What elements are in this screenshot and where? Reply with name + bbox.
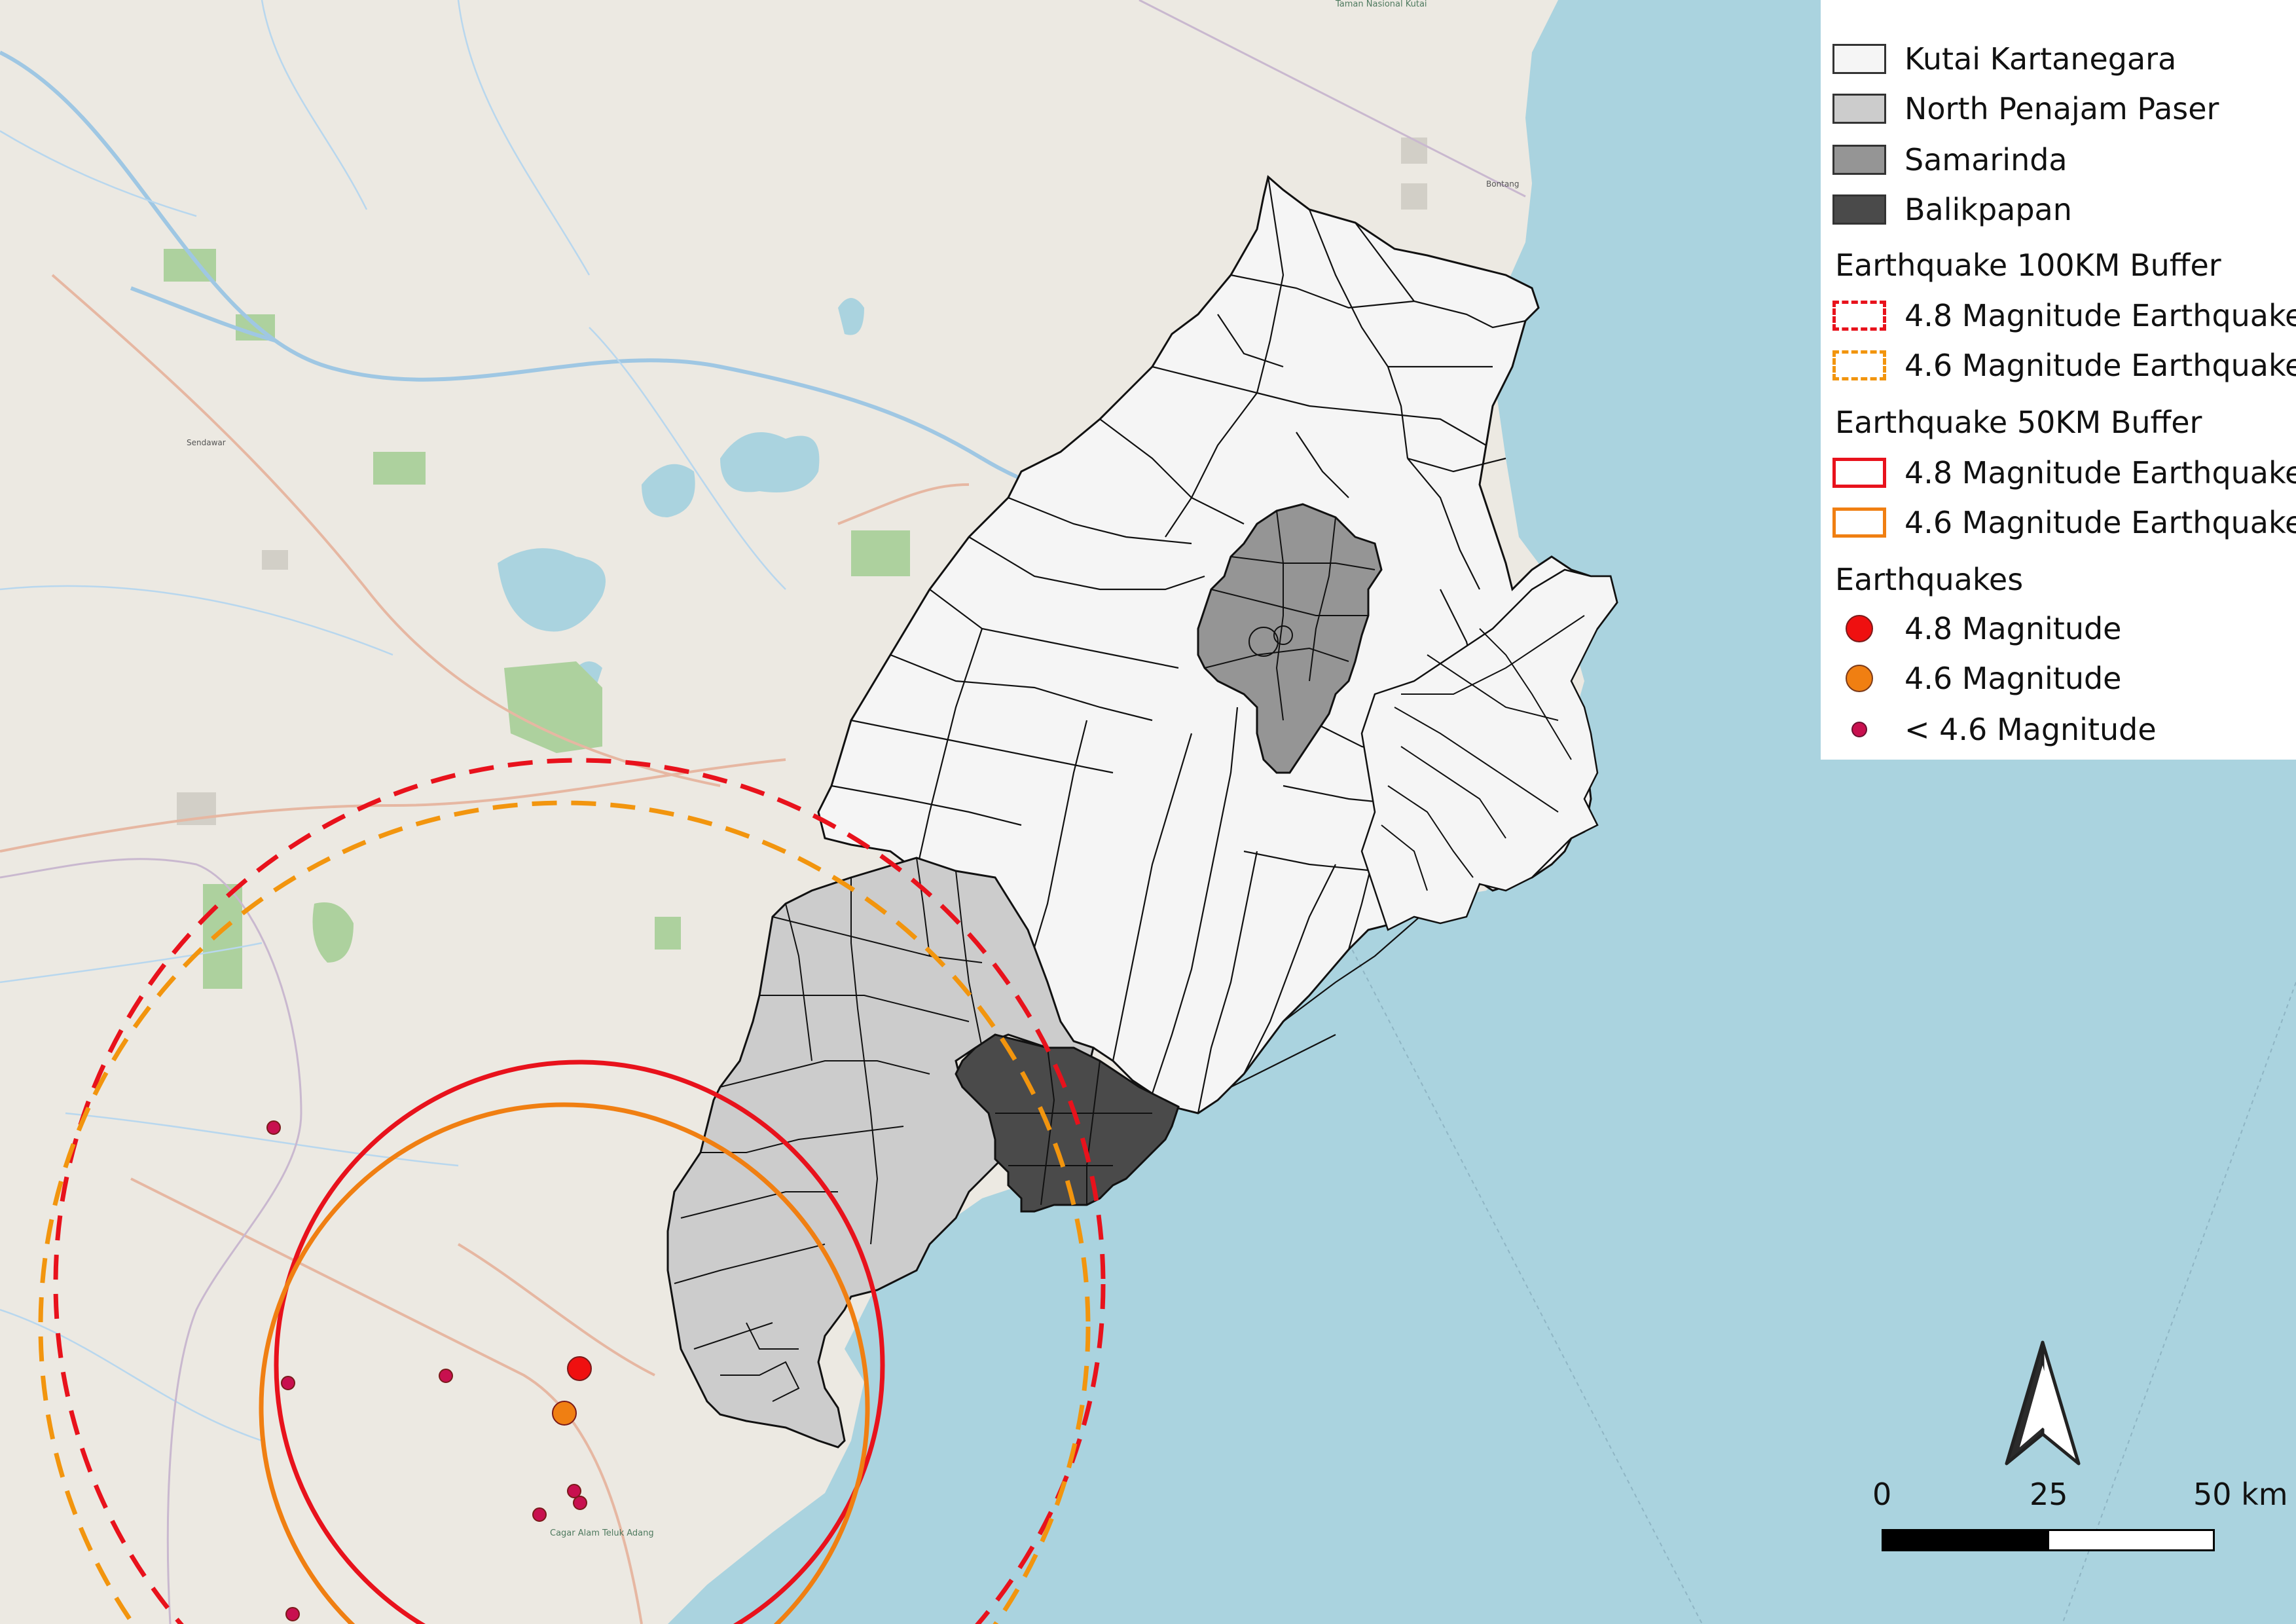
- scale-label-50: 50 km: [2193, 1477, 2288, 1512]
- legend-label: North Penajam Paser: [1904, 91, 2219, 126]
- earthquake-small: [266, 1120, 281, 1135]
- shipping-lanes: [1348, 942, 2296, 1624]
- earthquake-small: [567, 1484, 581, 1498]
- legend-dot: [1846, 665, 1873, 692]
- delta-channels: [1381, 615, 1585, 891]
- legend-swatch: [1832, 301, 1886, 331]
- legend-dot: [1846, 615, 1873, 642]
- legend-label: 4.6 Magnitude Earthquake: [1904, 348, 2296, 383]
- legend-swatch: [1832, 507, 1886, 538]
- legend-label: Kutai Kartanegara: [1904, 41, 2177, 77]
- legend-label: 4.8 Magnitude Earthquake: [1904, 298, 2296, 333]
- bontang-label: Bontang: [1486, 179, 1519, 189]
- scale-segment-black: [1882, 1529, 2049, 1551]
- legend-label: Balikpapan: [1904, 192, 2072, 227]
- legend-item-balikpapan: Balikpapan: [1832, 190, 2072, 229]
- streams: [0, 0, 786, 1442]
- balikpapan-region[interactable]: [955, 1033, 1180, 1213]
- earthquake-small: [281, 1376, 295, 1390]
- buffer-50km-4-8: [274, 1060, 885, 1624]
- scale-label-0: 0: [1872, 1477, 1892, 1512]
- park-label: Taman Nasional Kutai: [1335, 0, 1427, 9]
- earthquake-4-6: [552, 1401, 577, 1426]
- mahakam-delta: [1360, 568, 1618, 931]
- scale-label-25: 25: [2030, 1477, 2068, 1512]
- legend-item-buffer100-48: 4.8 Magnitude Earthquake: [1832, 296, 2296, 335]
- legend-swatch: [1832, 350, 1886, 380]
- north-penajam-paser-region[interactable]: [666, 857, 1095, 1449]
- legend-label: 4.8 Magnitude: [1904, 611, 2122, 646]
- earthquake-small: [573, 1496, 587, 1510]
- legend-label: 4.6 Magnitude: [1904, 661, 2122, 696]
- legend-item-quake-46: 4.6 Magnitude: [1832, 659, 2121, 698]
- legend-label: 4.6 Magnitude Earthquake: [1904, 505, 2296, 540]
- legend-item-samarinda: Samarinda: [1832, 140, 2068, 179]
- legend-label: Samarinda: [1904, 142, 2068, 177]
- earthquake-small: [439, 1369, 453, 1383]
- legend-item-buffer50-48: 4.8 Magnitude Earthquake: [1832, 453, 2296, 492]
- legend-label: 4.8 Magnitude Earthquake: [1904, 455, 2296, 490]
- legend-item-quake-48: 4.8 Magnitude: [1832, 609, 2121, 648]
- legend-label: < 4.6 Magnitude: [1904, 712, 2157, 747]
- buffer-50km-4-6: [259, 1102, 870, 1624]
- legend-heading-buffer50: Earthquake 50KM Buffer: [1835, 405, 2202, 440]
- basemap-labels: Taman Nasional Kutai Cagar Alam Teluk Ad…: [550, 0, 1427, 1538]
- legend-swatch: [1832, 44, 1886, 74]
- sendawar-label: Sendawar: [187, 438, 226, 447]
- legend-swatch: [1832, 94, 1886, 124]
- penajam-subdistricts: [674, 857, 983, 1402]
- forest-patches: [164, 249, 910, 989]
- teluk-label: Cagar Alam Teluk Adang: [550, 1528, 654, 1538]
- buffer-100km-4-8: [53, 758, 1106, 1624]
- legend-item-quake-small: < 4.6 Magnitude: [1832, 710, 2157, 749]
- legend-heading-buffer100: Earthquake 100KM Buffer: [1835, 248, 2221, 283]
- admin-boundaries: [0, 0, 1526, 1624]
- legend-swatch: [1832, 458, 1886, 488]
- legend-item-buffer50-46: 4.6 Magnitude Earthquake: [1832, 503, 2296, 542]
- earthquake-small: [532, 1507, 547, 1522]
- samarinda-region[interactable]: [1197, 503, 1383, 774]
- legend-heading-earthquakes: Earthquakes: [1835, 562, 2024, 597]
- earthquake-points[interactable]: [266, 1120, 592, 1621]
- scale-bar: 0 25 50 km: [1872, 1477, 2288, 1562]
- urban-areas: [177, 138, 1427, 825]
- buffer-100km-4-6: [38, 800, 1091, 1624]
- town-labels: Bontang Sendawar: [187, 179, 1519, 447]
- samarinda-subdistricts: [1204, 510, 1376, 721]
- legend-swatch: [1832, 194, 1886, 225]
- legend-item-buffer100-46: 4.6 Magnitude Earthquake: [1832, 346, 2296, 385]
- legend-dot: [1851, 722, 1867, 737]
- earthquake-4-8: [567, 1356, 592, 1381]
- scale-segment-white: [2047, 1529, 2215, 1551]
- legend-swatch: [1832, 145, 1886, 175]
- north-arrow-icon: [2005, 1340, 2081, 1466]
- roads: [0, 274, 970, 1624]
- earthquake-small: [285, 1607, 300, 1621]
- map-legend: Kutai Kartanegara North Penajam Paser Sa…: [1821, 0, 2296, 760]
- legend-item-penajam: North Penajam Paser: [1832, 89, 2219, 128]
- legend-item-kutai: Kutai Kartanegara: [1832, 39, 2176, 79]
